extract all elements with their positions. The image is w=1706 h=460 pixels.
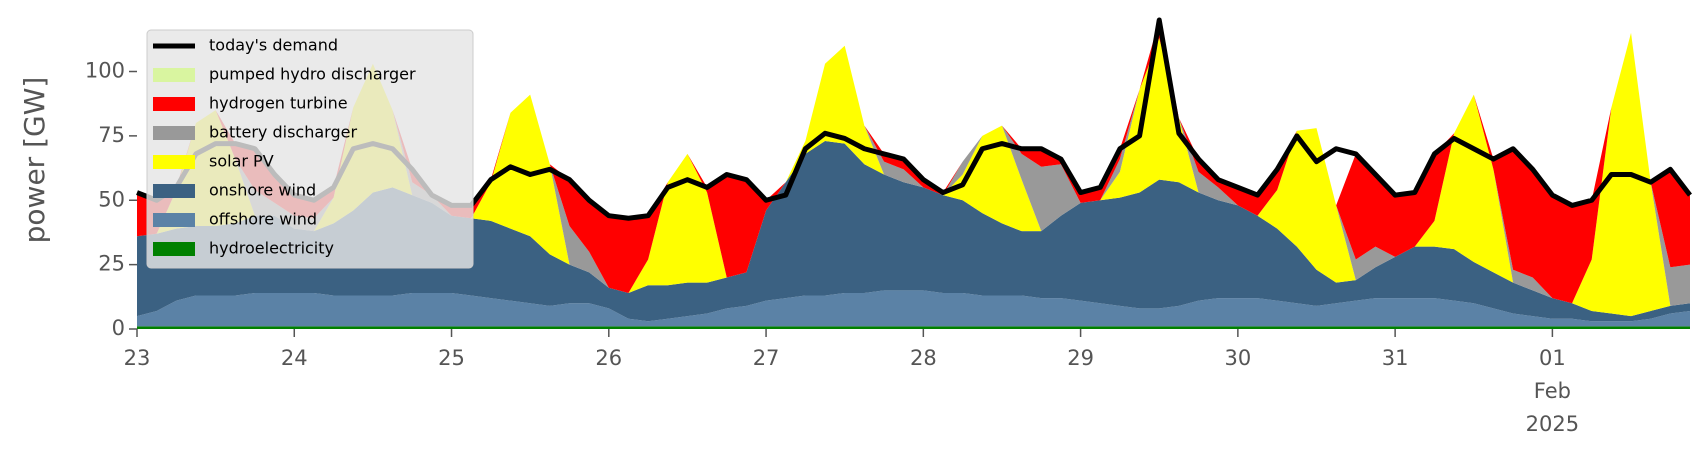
y-tick-label: 0 [112,316,125,340]
area [137,20,1690,304]
legend-swatch [153,126,195,140]
legend-label: today's demand [209,36,338,55]
x-tick-label: 26 [595,346,622,370]
x-tick-label: 31 [1382,346,1409,370]
x-tick-label: 23 [124,346,151,370]
x-tick-label: 27 [753,346,780,370]
area [137,326,1690,329]
legend-label: battery discharger [209,123,357,142]
area [137,32,1690,317]
legend-label: pumped hydro discharger [209,65,416,84]
x-tick-label: 29 [1067,346,1094,370]
x-tick-label: 30 [1224,346,1251,370]
y-axis-label: power [GW] [18,77,51,244]
legend-label: hydroelectricity [209,239,334,258]
area [137,141,1690,322]
x-tick-label: 25 [438,346,465,370]
legend-box [146,29,474,269]
y-tick-label: 100 [85,59,125,83]
x-tick-label: 28 [910,346,937,370]
x-tick-label: 01 Feb 2025 [1526,346,1579,436]
legend-swatch [153,242,195,256]
legend-swatch [153,68,195,82]
x-tick-label: 24 [281,346,308,370]
area [137,290,1690,327]
legend-label: onshore wind [209,181,316,200]
legend-label: hydrogen turbine [209,94,348,113]
y-tick-label: 50 [98,187,125,211]
y-tick-label: 25 [98,252,125,276]
y-tick-label: 75 [98,123,125,147]
legend-swatch [153,155,195,169]
legend-label: solar PV [209,152,274,171]
legend: today's demand pumped hydro discharger hyd… [146,29,474,269]
legend-label: offshore wind [209,210,317,229]
legend-swatch [153,213,195,227]
legend-swatch [153,184,195,198]
legend-swatch [153,97,195,111]
